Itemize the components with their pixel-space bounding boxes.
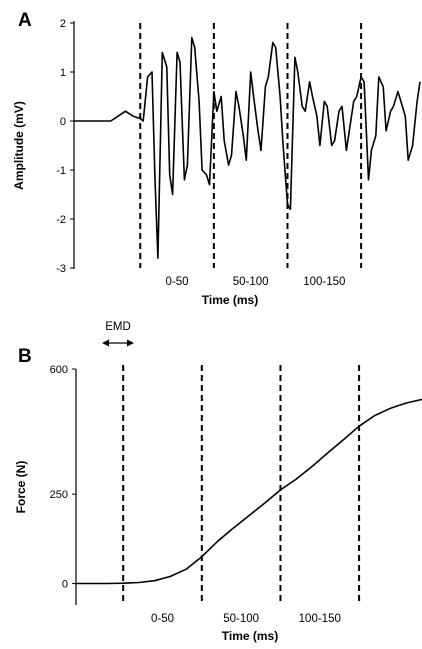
y-tick-label: 0 [62,579,68,591]
emd-indicator: EMD [102,321,134,347]
y-tick-label: 600 [50,364,68,376]
emd-arrowhead-left [102,339,109,347]
panel-b-force-curve [76,398,422,585]
panel-a-y-ticks: -3 -2 -1 0 1 2 [56,18,74,275]
panel-b-window-labels: 0-50 50-100 100-150 [151,613,341,625]
window-label: 100-150 [303,276,345,288]
window-label: 50-100 [223,613,259,625]
window-label: 0-50 [151,613,174,625]
panel-a-emg-trace [74,36,421,259]
panel-letter-a: A [18,10,32,31]
y-tick-label: 250 [50,489,68,501]
y-tick-label: 2 [60,18,66,30]
y-tick-label: -3 [56,263,66,275]
panel-a-y-axis-title: Amplitude (mV) [12,101,26,190]
panel-a-window-lines [139,23,363,268]
y-tick-label: 1 [60,67,66,79]
emd-arrowhead-right [127,339,134,347]
panel-b-y-axis-title: Force (N) [14,461,28,514]
window-label: 100-150 [299,613,341,625]
y-tick-label: 0 [60,116,66,128]
panel-a-window-labels: 0-50 50-100 100-150 [166,276,346,288]
y-tick-label: -2 [56,214,66,226]
window-label: 0-50 [166,276,189,288]
panel-letter-b: B [18,346,32,367]
y-tick-label: -1 [56,165,66,177]
panel-a-x-axis-title: Time (ms) [202,293,258,307]
window-label: 50-100 [233,276,269,288]
emd-label: EMD [105,321,131,333]
panel-b-y-ticks: 0 250 600 [50,364,76,591]
panel-a: A -3 -2 -1 0 1 2 0-50 50-100 100-150 Amplitude … [12,10,421,307]
panel-b-x-axis-title: Time (ms) [222,629,278,643]
panel-b: B 0 250 600 0-50 50-100 100-150 EMD Force (N… [14,321,422,643]
panel-b-window-lines [122,365,361,605]
